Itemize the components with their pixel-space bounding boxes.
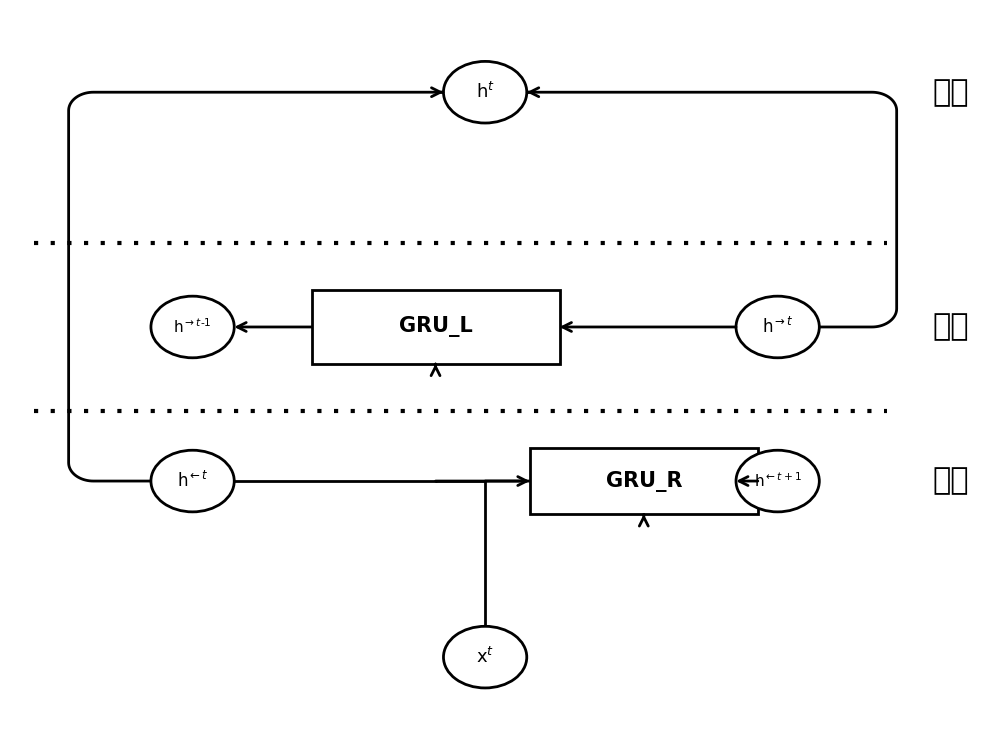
Text: h$^{\rightarrow t}$: h$^{\rightarrow t}$ — [762, 317, 794, 337]
Circle shape — [736, 450, 819, 512]
Text: h$^{\leftarrow t}$: h$^{\leftarrow t}$ — [177, 471, 209, 491]
Circle shape — [443, 626, 527, 688]
Text: 逆向: 逆向 — [933, 467, 969, 496]
Text: h$^{\leftarrow t+1}$: h$^{\leftarrow t+1}$ — [754, 472, 802, 490]
Text: 融合: 融合 — [933, 78, 969, 107]
Text: h$^t$: h$^t$ — [476, 82, 495, 102]
Circle shape — [151, 296, 234, 358]
Bar — [530, 448, 758, 514]
Text: h$^{\rightarrow t\text{-}1}$: h$^{\rightarrow t\text{-}1}$ — [173, 318, 212, 336]
Circle shape — [151, 450, 234, 512]
Text: x$^t$: x$^t$ — [476, 647, 494, 667]
Bar — [312, 290, 560, 364]
Text: GRU_L: GRU_L — [399, 317, 472, 338]
Text: 正向: 正向 — [933, 312, 969, 341]
Text: GRU_R: GRU_R — [606, 470, 682, 491]
Circle shape — [736, 296, 819, 358]
Circle shape — [443, 62, 527, 123]
